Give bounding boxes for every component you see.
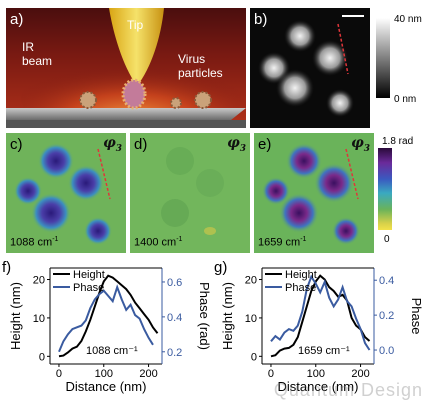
panel-d-phase-map: d) φ3 1400 cm-1	[130, 133, 250, 253]
chart-f-legend-label-phase: Phase	[73, 282, 104, 294]
chart-g-series-phase-line	[270, 274, 371, 351]
chart-f-ylabel-right: Phase (rad)	[197, 282, 212, 350]
panel-e-phi-symbol: φ3	[351, 135, 370, 154]
afm-tip-icon	[109, 8, 164, 86]
chart-g-ytick-right-label: 0.4	[379, 275, 394, 287]
phase-cbar-min: 0	[384, 234, 390, 245]
panel-e-wavenumber: 1659 cm-1	[258, 236, 307, 249]
panel-b-topography: b)	[250, 8, 370, 128]
panel-c-label: c)	[10, 136, 23, 153]
chart-g-xlabel: Distance (nm)	[278, 379, 359, 394]
chart-f-series-phase-line	[58, 284, 154, 353]
chart-f-ytick-left-label: 0	[39, 351, 45, 363]
topography-map	[258, 15, 364, 117]
chart-f-series-height-line	[58, 274, 159, 358]
chart-g-xtick-label: 0	[268, 368, 274, 380]
phase-colorbar	[378, 148, 392, 230]
chart-f-ytick-right-label: 0.2	[167, 347, 182, 359]
chart-g-ytick-left-label: 10	[245, 313, 257, 325]
tip-label: Tip	[127, 18, 144, 32]
chart-f-xtick-label: 0	[56, 368, 62, 380]
chart-g-panel-label: g)	[214, 259, 227, 276]
chart-g-xtick-label: 200	[351, 368, 369, 380]
substrate-icon	[6, 108, 246, 120]
chart-f-ytick-right-label: 0.4	[167, 312, 182, 324]
chart-f-legend-label-height: Height	[73, 269, 105, 281]
panel-c-wavenumber: 1088 cm-1	[10, 236, 59, 249]
chart-g-ytick-right-label: 0.0	[379, 345, 394, 357]
panel-e-phase-map: e) φ3 1659 cm-1	[254, 133, 374, 253]
panel-b-label: b)	[254, 11, 268, 28]
panel-d-wavenumber: 1400 cm-1	[134, 236, 183, 249]
chart-f-annotation: 1088 cm⁻¹	[86, 345, 138, 357]
chart-g-ylabel-left: Height (nm)	[220, 282, 235, 350]
virus-particle-icons	[79, 78, 212, 110]
chart-g-xtick-label: 100	[307, 368, 325, 380]
chart-g-annotation: 1659 cm⁻¹	[298, 345, 350, 357]
chart-f-profile: f) 0 100 200 0 10 20 0.2 0.4 0.6 Distance (nm) Heig…	[2, 259, 212, 394]
watermark: Quantum Design	[273, 380, 423, 400]
chart-f-ylabel-left: Height (nm)	[8, 282, 23, 350]
panel-e-label: e)	[258, 136, 272, 153]
topography-colorbar	[376, 18, 390, 98]
panel-a-schematic: a) IR beam Tip Virus particles	[6, 8, 246, 128]
chart-g-legend-label-height: Height	[285, 269, 317, 281]
chart-g-ytick-right-label: 0.2	[379, 310, 394, 322]
chart-f-panel-label: f)	[2, 259, 11, 276]
chart-f-ytick-left-label: 10	[33, 313, 45, 325]
chart-g-ytick-left-label: 0	[251, 351, 257, 363]
panel-d-phi-symbol: φ3	[227, 135, 246, 154]
panel-c-phi-symbol: φ3	[103, 135, 122, 154]
topo-cbar-min: 0 nm	[394, 94, 417, 105]
panel-d-label: d)	[134, 136, 148, 153]
chart-f-xlabel: Distance (nm)	[66, 379, 147, 394]
chart-f-xtick-label: 200	[139, 368, 157, 380]
chart-g-ytick-left-label: 20	[245, 275, 257, 287]
ir-beam-label: IR beam	[22, 40, 53, 68]
chart-g-ylabel-right: Phase	[409, 298, 424, 335]
chart-f-xtick-label: 100	[95, 368, 113, 380]
chart-f-ytick-right-label: 0.6	[167, 277, 182, 289]
chart-g-legend-label-phase: Phase	[285, 282, 316, 294]
schematic-drawing	[6, 8, 246, 128]
chart-g-profile: g) 0 100 200 0 10 20 0.0 0.2 0.4 Distance (nm) Heig…	[214, 259, 424, 394]
panel-a-label: a)	[10, 11, 24, 28]
virus-particles-label: Virus particles	[178, 52, 223, 80]
panel-c-phase-map: c) φ3 1088 cm-1	[6, 133, 126, 253]
phase-cbar-max: 1.8 rad	[382, 136, 414, 147]
chart-g-series-height-line	[270, 274, 371, 358]
topo-cbar-max: 40 nm	[394, 14, 422, 25]
chart-f-ytick-left-label: 20	[33, 275, 45, 287]
